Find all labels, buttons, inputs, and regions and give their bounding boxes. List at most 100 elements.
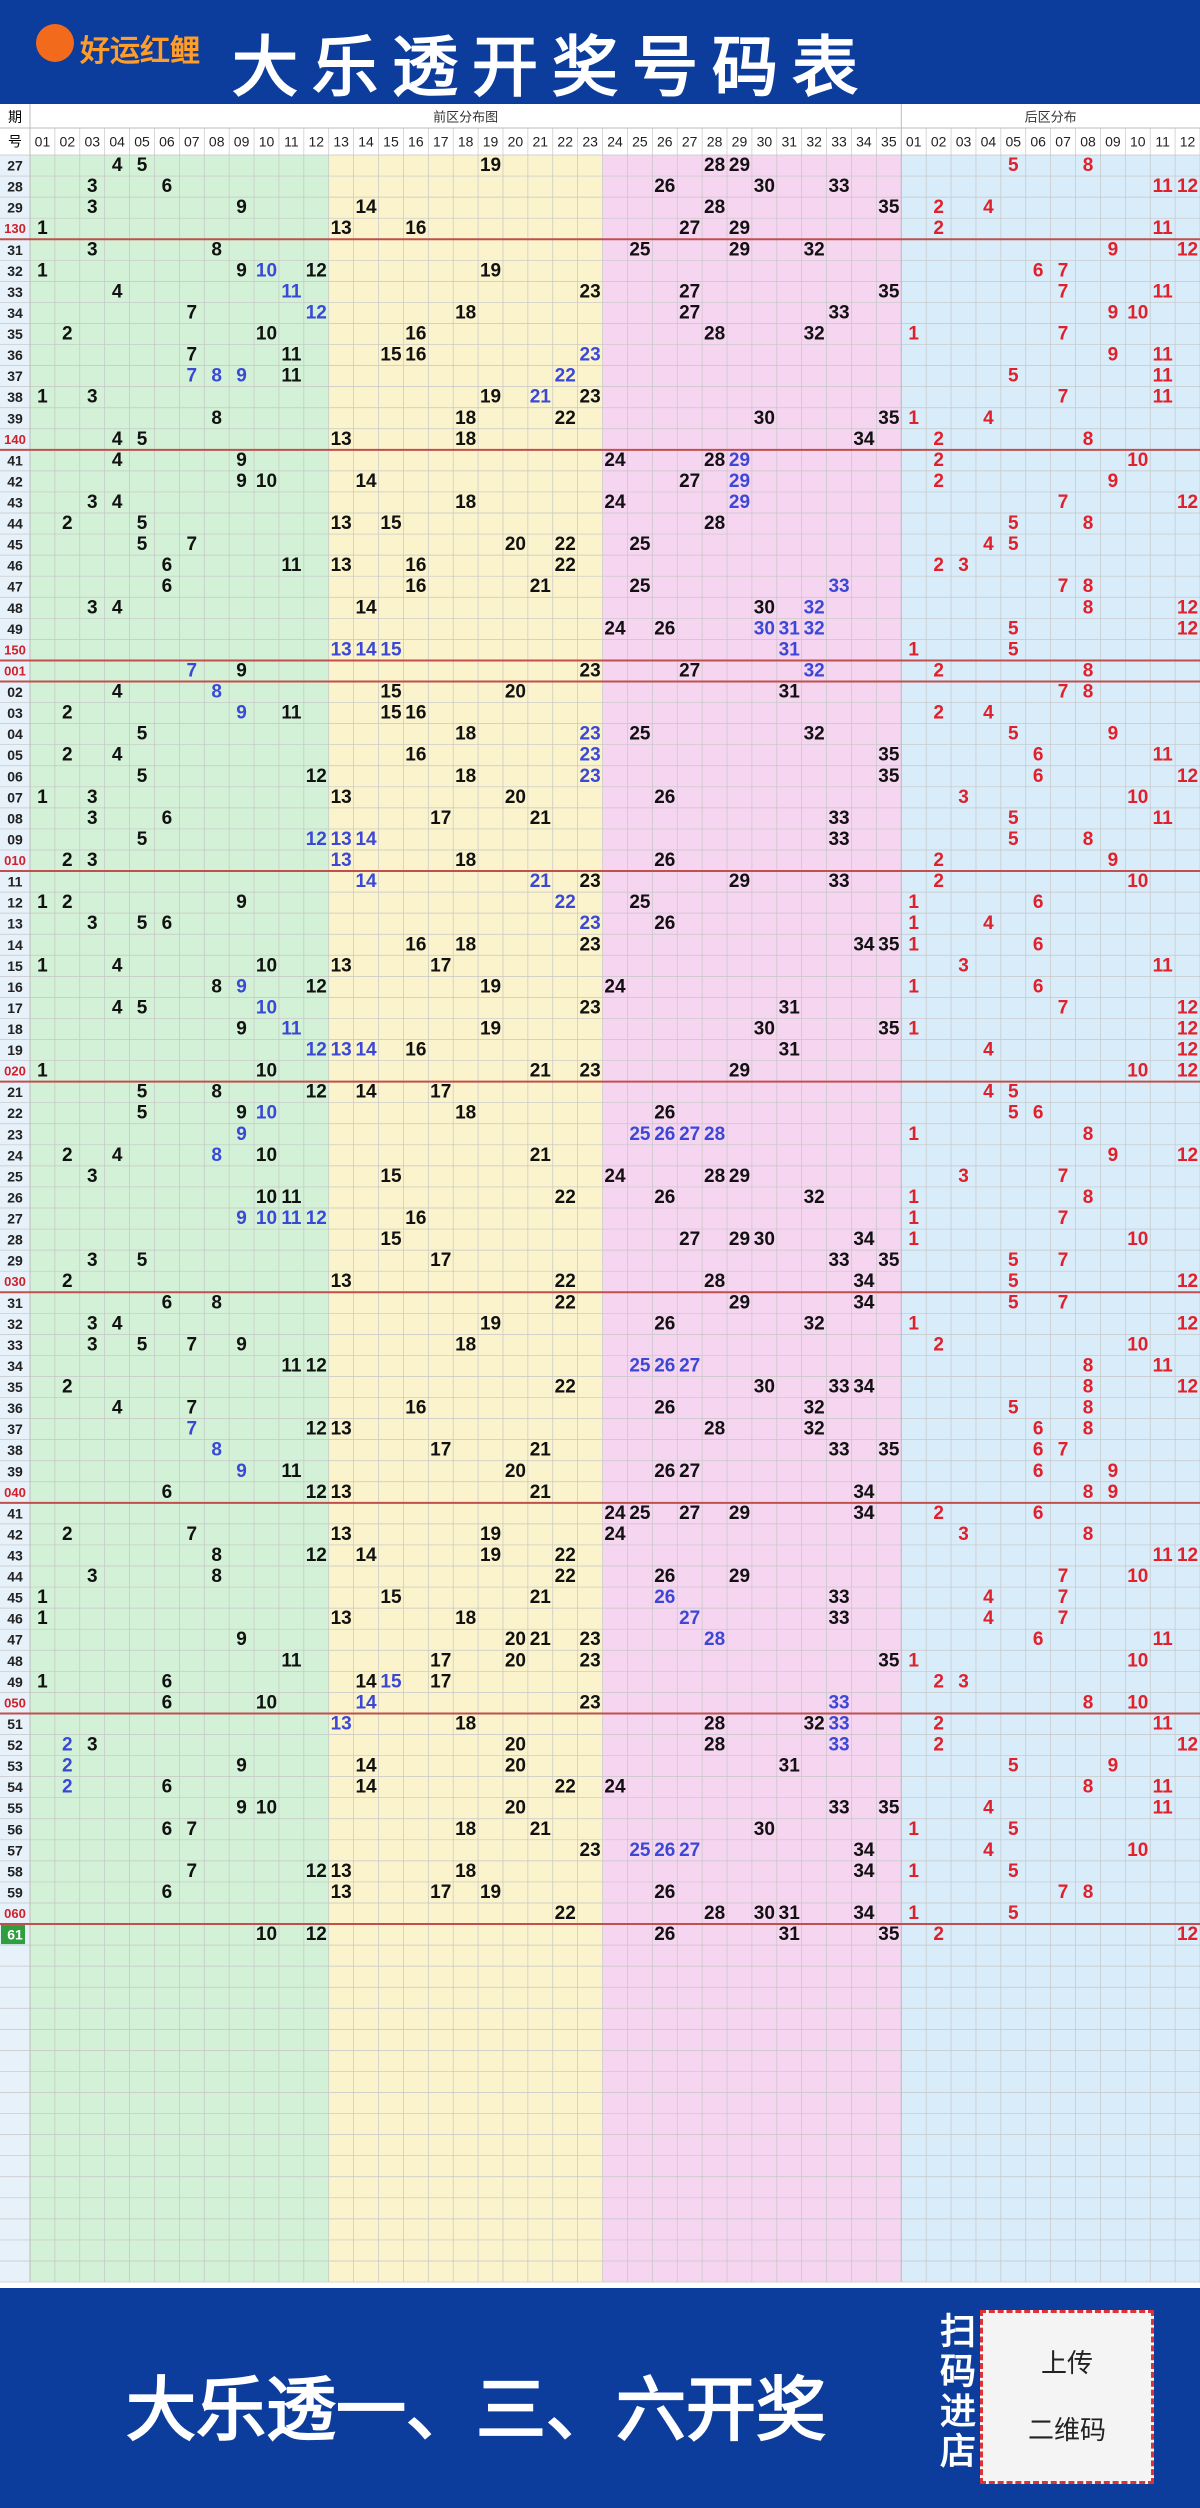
front-number: 5 <box>137 997 148 1018</box>
period: 49 <box>7 621 23 637</box>
period: 12 <box>7 895 23 911</box>
period: 44 <box>7 1569 23 1585</box>
back-number: 12 <box>1177 618 1198 639</box>
back-number: 12 <box>1177 1377 1198 1398</box>
column-number: 06 <box>1030 134 1046 150</box>
front-number: 22 <box>555 555 576 576</box>
period: 23 <box>7 1126 23 1142</box>
front-number: 14 <box>355 1671 377 1692</box>
back-number: 5 <box>1008 513 1019 534</box>
column-number: 12 <box>308 134 324 150</box>
front-number: 29 <box>729 1229 750 1250</box>
back-number: 10 <box>1127 871 1148 892</box>
front-number: 3 <box>87 850 98 871</box>
front-number: 35 <box>878 1924 900 1945</box>
period: 010 <box>4 853 26 868</box>
front-number: 22 <box>555 1777 576 1798</box>
front-number: 3 <box>87 787 98 808</box>
back-number: 7 <box>1058 492 1069 513</box>
back-number: 2 <box>933 450 944 471</box>
front-number: 31 <box>779 639 801 660</box>
front-number: 26 <box>654 1124 675 1145</box>
front-number: 31 <box>779 997 801 1018</box>
back-number: 6 <box>1033 1461 1044 1482</box>
front-number: 2 <box>62 1524 73 1545</box>
front-number: 14 <box>355 639 377 660</box>
front-number: 26 <box>654 1840 675 1861</box>
front-number: 6 <box>162 555 173 576</box>
back-number: 10 <box>1127 1692 1148 1713</box>
back-number: 7 <box>1058 997 1069 1018</box>
front-number: 15 <box>380 1229 402 1250</box>
back-number: 1 <box>908 1229 919 1250</box>
front-number: 32 <box>804 1398 825 1419</box>
back-number: 4 <box>983 1798 994 1819</box>
front-number: 9 <box>236 366 247 387</box>
front-number: 21 <box>530 808 552 829</box>
front-number: 25 <box>629 1124 651 1145</box>
column-number: 34 <box>856 134 872 150</box>
front-number: 4 <box>112 1145 123 1166</box>
front-number: 32 <box>804 324 825 345</box>
back-number: 11 <box>1153 955 1174 976</box>
front-number: 12 <box>306 976 327 997</box>
front-number: 31 <box>779 1040 801 1061</box>
front-number: 27 <box>679 281 700 302</box>
column-number: 26 <box>657 134 673 150</box>
front-number: 34 <box>853 1503 875 1524</box>
period: 44 <box>7 516 23 532</box>
back-number: 4 <box>983 1587 994 1608</box>
back-number: 8 <box>1083 1398 1094 1419</box>
period: 46 <box>7 558 23 574</box>
back-number: 4 <box>983 408 994 429</box>
front-number: 14 <box>355 1082 377 1103</box>
column-number: 33 <box>831 134 847 150</box>
front-number: 21 <box>530 1440 552 1461</box>
period: 130 <box>4 221 26 236</box>
back-number: 4 <box>983 197 994 218</box>
period: 001 <box>4 663 26 678</box>
front-number: 14 <box>355 597 377 618</box>
front-number: 27 <box>679 1461 700 1482</box>
back-number: 12 <box>1177 176 1198 197</box>
front-number: 13 <box>331 1608 352 1629</box>
period: 48 <box>7 600 23 616</box>
period: 050 <box>4 1695 26 1710</box>
front-number: 6 <box>162 1671 173 1692</box>
column-number: 03 <box>84 134 100 150</box>
front-number: 11 <box>281 1355 302 1376</box>
front-number: 14 <box>355 1756 377 1777</box>
back-number: 1 <box>908 1124 919 1145</box>
back-number: 12 <box>1177 1061 1198 1082</box>
front-number: 11 <box>281 345 302 366</box>
front-number: 15 <box>380 639 402 660</box>
logo <box>36 24 74 62</box>
front-number: 33 <box>828 576 849 597</box>
front-number: 20 <box>505 1629 526 1650</box>
period: 41 <box>7 452 23 468</box>
front-number: 33 <box>828 829 849 850</box>
period: 31 <box>7 1295 23 1311</box>
period: 56 <box>7 1821 23 1837</box>
front-number: 5 <box>137 724 148 745</box>
front-number: 13 <box>331 1419 352 1440</box>
front-number: 21 <box>530 1061 552 1082</box>
back-number: 8 <box>1083 429 1094 450</box>
front-number: 13 <box>331 955 352 976</box>
front-number: 34 <box>853 1377 875 1398</box>
back-number: 5 <box>1008 618 1019 639</box>
column-number: 12 <box>1180 134 1196 150</box>
back-number: 8 <box>1083 1187 1094 1208</box>
back-number: 1 <box>908 1903 919 1924</box>
period: 060 <box>4 1906 26 1921</box>
front-number: 6 <box>162 1819 173 1840</box>
front-number: 11 <box>281 1650 302 1671</box>
front-number: 7 <box>187 1334 198 1355</box>
qr-placeholder: 上传 二维码 <box>980 2310 1154 2484</box>
front-number: 10 <box>256 955 277 976</box>
front-number: 35 <box>878 408 900 429</box>
front-number: 33 <box>828 176 849 197</box>
front-number: 6 <box>162 913 173 934</box>
period: 27 <box>7 158 23 174</box>
